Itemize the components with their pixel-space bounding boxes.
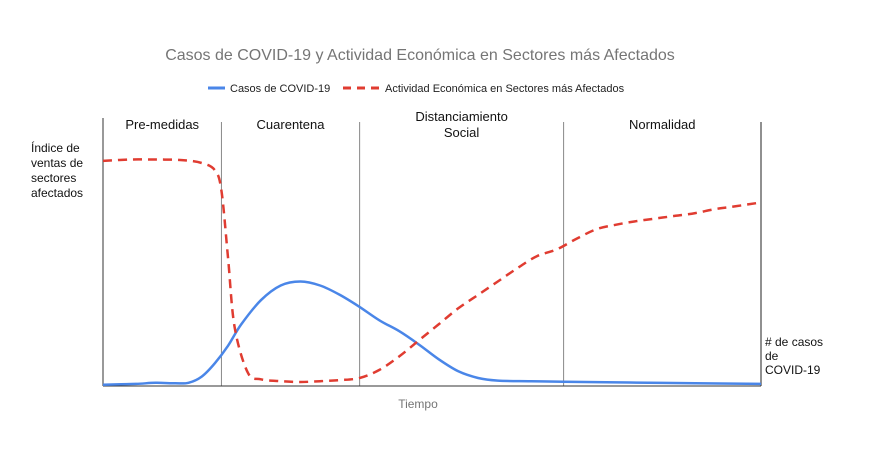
y-axis-label-right: # de casos de COVID-19 [765,335,823,377]
legend: Casos de COVID-19 Actividad Económica en… [208,83,625,95]
phase-label: Distanciamiento Social [415,109,508,140]
legend-label-actividad: Actividad Económica en Sectores más Afec… [385,83,625,95]
series-line-actividad [102,158,762,384]
chart-title: Casos de COVID-19 y Actividad Económica … [165,47,675,64]
series-line-casos [102,280,762,386]
x-axis-label: Tiempo [398,397,438,411]
phase-labels: Pre-medidas Cuarentena Distanciamiento Soci… [125,109,695,140]
phase-label: Cuarentena [257,117,326,132]
phase-label: Pre-medidas [125,117,199,132]
y-axis-label-left: Índice de ventas de sectores afectados [31,140,83,200]
series-lines [102,158,762,386]
phase-label: Normalidad [629,117,695,132]
legend-label-casos: Casos de COVID-19 [230,83,330,95]
phase-dividers [220,122,762,386]
